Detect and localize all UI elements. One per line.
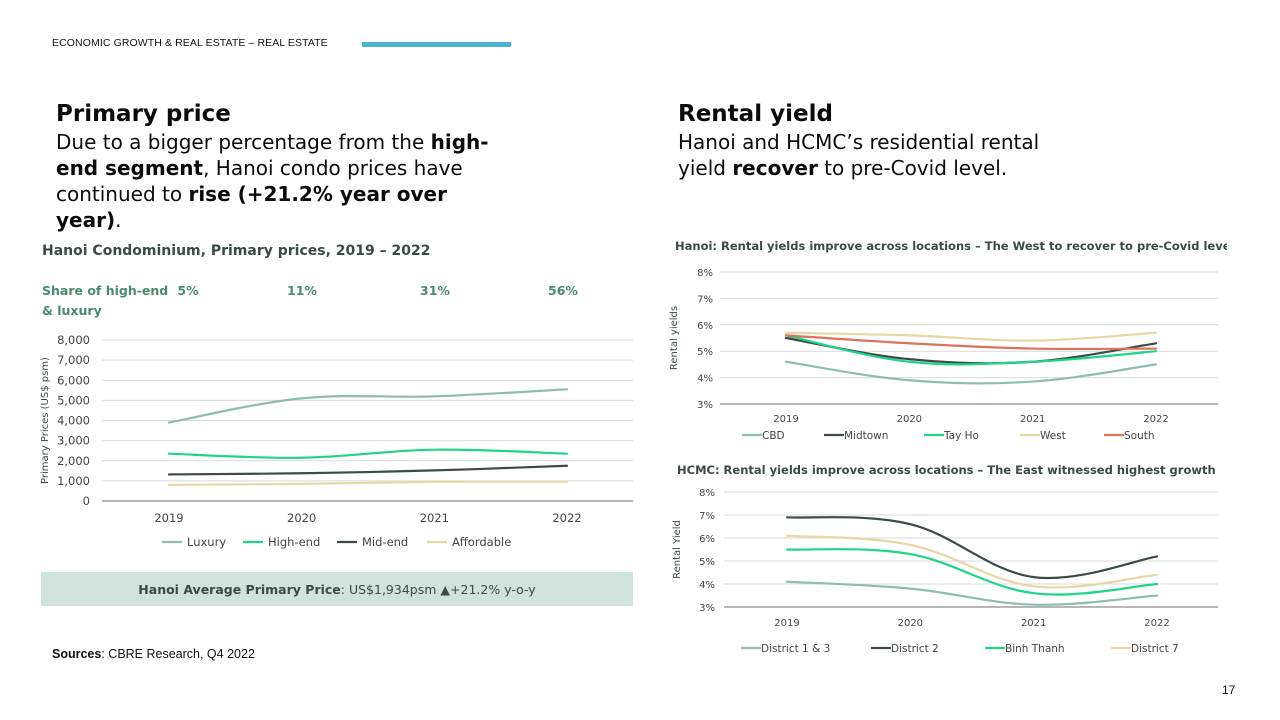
legend-label: South xyxy=(1124,430,1155,442)
series-line-south xyxy=(784,334,1158,351)
chart-title: Hanoi Condominium, Primary prices, 2019 … xyxy=(42,243,430,259)
average-price-box: Hanoi Average Primary Price: US$1,934psm… xyxy=(41,572,633,606)
right-body: Hanoi and HCMC’s residential rental yiel… xyxy=(678,129,1078,181)
series-line-district-7 xyxy=(785,534,1159,589)
sources-label: Sources xyxy=(52,647,102,661)
left-body-text-run: . xyxy=(115,208,122,232)
section-header: ECONOMIC GROWTH & REAL ESTATE – REAL EST… xyxy=(52,37,328,49)
y-tick-label: 8,000 xyxy=(57,333,90,347)
hcmc-rental-yield-chart: HCMC: Rental yields improve across locat… xyxy=(672,463,1218,655)
left-body: Due to a bigger percentage from the high… xyxy=(56,129,516,233)
share-value: 11% xyxy=(287,283,317,298)
left-body-text-run: Due to a bigger percentage from the xyxy=(56,130,431,154)
legend-label: Binh Thanh xyxy=(1005,643,1065,655)
series-line-luxury xyxy=(167,388,569,424)
y-tick-label: 5% xyxy=(697,347,713,358)
x-tick-label: 2022 xyxy=(1144,618,1169,629)
y-tick-label: 5,000 xyxy=(57,393,90,407)
average-price-value: : US$1,934psm xyxy=(340,582,437,597)
series-line-mid-end xyxy=(167,464,569,476)
left-title: Primary price xyxy=(56,101,231,127)
y-tick-label: 8% xyxy=(699,488,715,499)
chart-title: Hanoi: Rental yields improve across loca… xyxy=(675,239,1227,253)
share-label: & luxury xyxy=(42,303,102,318)
y-tick-label: 3% xyxy=(697,400,713,411)
hanoi-primary-price-chart: Hanoi Condominium, Primary prices, 2019 … xyxy=(40,243,633,549)
legend-label: High-end xyxy=(268,535,320,549)
legend-label: Luxury xyxy=(187,535,226,549)
x-tick-label: 2019 xyxy=(773,414,798,425)
x-tick-label: 2019 xyxy=(154,511,183,525)
y-tick-label: 6% xyxy=(699,534,715,545)
right-body-text-run: Hanoi and HCMC’s residential rental yiel… xyxy=(678,130,1040,180)
x-tick-label: 2022 xyxy=(552,511,581,525)
left-body-text-run: rise (+21.2% year over year) xyxy=(56,182,447,232)
y-tick-label: 3% xyxy=(699,603,715,614)
y-axis-label: Rental Yield xyxy=(672,520,683,579)
legend-label: Mid-end xyxy=(362,535,408,549)
series-line-affordable xyxy=(167,480,569,486)
series-line-west xyxy=(784,331,1158,342)
average-price-change: +21.2% y-o-y xyxy=(450,582,536,597)
legend-label: West xyxy=(1040,430,1066,442)
x-tick-label: 2019 xyxy=(774,618,799,629)
y-tick-label: 2,000 xyxy=(57,454,90,468)
x-tick-label: 2022 xyxy=(1143,414,1168,425)
legend-label: Midtown xyxy=(844,430,888,442)
y-tick-label: 6% xyxy=(697,321,713,332)
chart-title: HCMC: Rental yields improve across locat… xyxy=(677,463,1216,477)
series-line-binh-thanh xyxy=(785,548,1159,596)
left-body-text-run: , Hanoi condo prices have continued to xyxy=(56,156,463,206)
series-line-district-1-3 xyxy=(785,580,1159,606)
series-line-tay-ho xyxy=(784,334,1158,366)
x-tick-label: 2021 xyxy=(1020,414,1045,425)
series-line-high-end xyxy=(167,448,569,459)
legend-label: District 1 & 3 xyxy=(761,643,830,655)
legend-label: Tay Ho xyxy=(943,430,979,442)
up-arrow-icon: ▲ xyxy=(440,582,451,597)
y-tick-label: 0 xyxy=(83,494,90,508)
left-body-text-run: high-end segment xyxy=(56,130,489,180)
legend-label: Affordable xyxy=(452,535,511,549)
y-tick-label: 7% xyxy=(699,511,715,522)
sources-note: Sources: CBRE Research, Q4 2022 xyxy=(52,647,255,661)
y-tick-label: 7,000 xyxy=(57,353,90,367)
y-tick-label: 8% xyxy=(697,268,713,279)
sources-text: : CBRE Research, Q4 2022 xyxy=(101,647,255,661)
y-tick-label: 6,000 xyxy=(57,373,90,387)
series-line-midtown xyxy=(784,336,1158,365)
right-title: Rental yield xyxy=(678,101,833,127)
y-tick-label: 7% xyxy=(697,294,713,305)
x-tick-label: 2020 xyxy=(287,511,316,525)
series-line-cbd xyxy=(784,360,1158,385)
y-tick-label: 3,000 xyxy=(57,434,90,448)
right-body-text-run: to pre-Covid level. xyxy=(817,156,1008,180)
legend-label: District 7 xyxy=(1131,643,1179,655)
average-price-label: Hanoi Average Primary Price xyxy=(138,582,341,597)
average-price-text: Hanoi Average Primary Price: US$1,934psm… xyxy=(41,572,633,608)
legend-label: District 2 xyxy=(891,643,939,655)
series-line-district-2 xyxy=(785,516,1159,580)
y-tick-label: 1,000 xyxy=(57,474,90,488)
y-axis-label: Rental yields xyxy=(669,306,680,370)
legend-label: CBD xyxy=(762,430,785,442)
right-body-text-run: recover xyxy=(732,156,818,180)
y-tick-label: 5% xyxy=(699,557,715,568)
header-accent-line xyxy=(362,42,511,47)
y-tick-label: 4,000 xyxy=(57,414,90,428)
share-value: 56% xyxy=(548,283,578,298)
share-value: 5% xyxy=(177,283,199,298)
hanoi-rental-yield-chart: Hanoi: Rental yields improve across loca… xyxy=(669,239,1227,442)
share-value: 31% xyxy=(420,283,450,298)
y-axis-label: Primary Prices (US$ psm) xyxy=(40,357,51,484)
y-tick-label: 4% xyxy=(697,374,713,385)
x-tick-label: 2021 xyxy=(1021,618,1046,629)
x-tick-label: 2020 xyxy=(897,414,922,425)
share-label: Share of high-end xyxy=(42,283,168,298)
x-tick-label: 2020 xyxy=(898,618,923,629)
x-tick-label: 2021 xyxy=(420,511,449,525)
y-tick-label: 4% xyxy=(699,580,715,591)
page-number: 17 xyxy=(1222,683,1236,697)
